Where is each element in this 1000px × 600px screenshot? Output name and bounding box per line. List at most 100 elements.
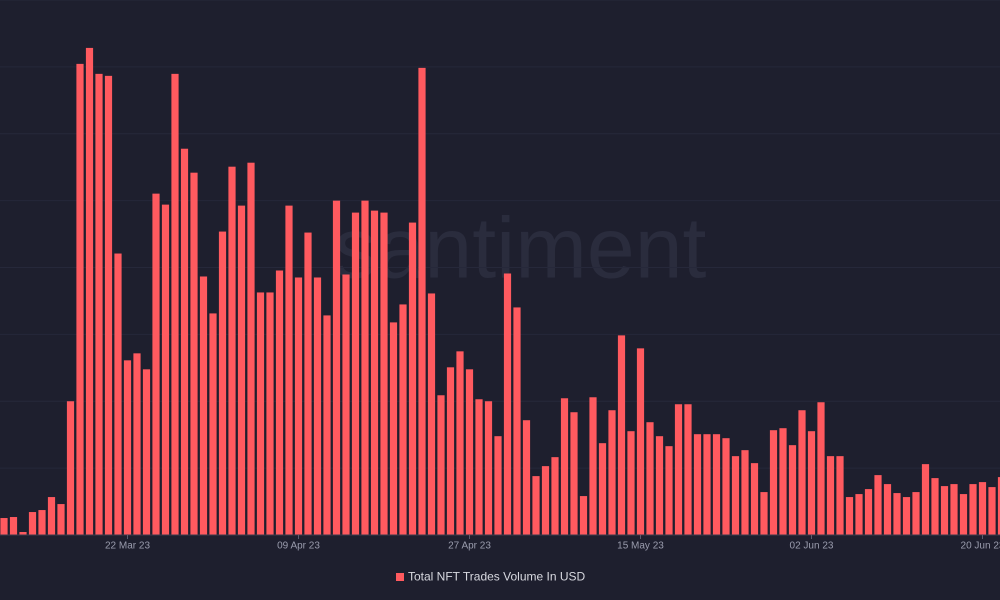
bar xyxy=(95,73,103,535)
bar xyxy=(494,436,502,535)
bar xyxy=(114,253,122,535)
x-tick-label: 20 Jun 23 xyxy=(961,541,1000,552)
watermark: santiment xyxy=(334,201,707,297)
bar xyxy=(693,434,702,535)
bar xyxy=(9,517,18,535)
bar xyxy=(76,63,84,536)
bar xyxy=(817,402,825,535)
bar xyxy=(864,489,873,535)
bar xyxy=(665,446,673,535)
bar xyxy=(807,431,816,535)
bar xyxy=(437,395,445,535)
bar xyxy=(532,476,540,535)
bar xyxy=(570,412,578,535)
bar xyxy=(912,492,920,535)
bar xyxy=(361,200,369,535)
x-tick-label: 02 Jun 23 xyxy=(790,541,834,552)
bar xyxy=(893,493,901,535)
bar xyxy=(855,494,863,535)
bar xyxy=(294,277,303,535)
bar xyxy=(247,162,255,535)
bar xyxy=(351,212,360,536)
bar xyxy=(19,532,27,535)
bar xyxy=(304,232,312,535)
bar xyxy=(484,401,493,535)
bar xyxy=(541,466,550,535)
bar xyxy=(427,293,436,535)
bar xyxy=(969,484,977,535)
bar xyxy=(123,360,132,535)
bar xyxy=(703,434,711,535)
bar xyxy=(399,304,407,535)
bar xyxy=(275,270,284,535)
bar xyxy=(332,200,341,535)
bar xyxy=(38,510,46,535)
bar xyxy=(883,484,892,535)
bar xyxy=(446,367,455,535)
bar xyxy=(836,456,844,535)
bar xyxy=(731,456,740,535)
bar xyxy=(465,369,474,535)
x-tick-label: 22 Mar 23 xyxy=(105,541,150,552)
legend-swatch xyxy=(396,573,404,581)
bar xyxy=(788,445,797,535)
bar xyxy=(655,436,664,535)
bar xyxy=(380,212,388,536)
bar xyxy=(57,504,65,535)
bar xyxy=(408,222,417,535)
bar xyxy=(931,478,939,535)
bar xyxy=(66,401,75,535)
bar xyxy=(218,231,227,535)
bar xyxy=(161,204,170,535)
bar xyxy=(902,497,911,535)
bar xyxy=(636,348,645,535)
x-tick-label: 15 May 23 xyxy=(617,541,664,552)
bar xyxy=(874,475,882,535)
bar xyxy=(389,322,398,535)
bar xyxy=(769,430,778,535)
bar xyxy=(503,273,512,535)
bar xyxy=(826,456,835,535)
bar xyxy=(313,277,322,535)
bar xyxy=(722,438,730,535)
bar xyxy=(47,497,56,535)
bar xyxy=(551,457,559,535)
bar xyxy=(28,512,37,535)
bar xyxy=(560,398,569,535)
bar xyxy=(760,492,768,535)
bar xyxy=(978,482,987,535)
bar xyxy=(323,315,331,535)
bar xyxy=(712,434,721,535)
bar xyxy=(750,463,759,535)
bar xyxy=(199,276,208,535)
bar xyxy=(228,166,236,536)
bar xyxy=(370,210,379,536)
bar xyxy=(674,404,683,535)
bar xyxy=(209,313,217,535)
bar xyxy=(190,172,198,535)
bar xyxy=(133,353,141,535)
bar xyxy=(152,193,160,535)
bar xyxy=(598,443,607,535)
bar xyxy=(285,205,293,536)
bar xyxy=(522,420,531,535)
bar xyxy=(171,73,179,535)
bar xyxy=(418,67,426,535)
legend-label: Total NFT Trades Volume In USD xyxy=(408,570,586,584)
bar xyxy=(779,428,787,535)
bar xyxy=(85,47,94,535)
bar xyxy=(921,464,930,535)
bar xyxy=(684,404,692,535)
bar xyxy=(579,496,588,535)
bar xyxy=(104,75,113,535)
bar xyxy=(456,351,464,535)
bar xyxy=(142,369,151,535)
x-tick-label: 09 Apr 23 xyxy=(277,541,320,552)
x-tick-label: 27 Apr 23 xyxy=(448,541,491,552)
bar xyxy=(988,487,996,535)
bar xyxy=(513,307,521,535)
bar xyxy=(959,494,968,535)
bar xyxy=(617,335,626,535)
bar xyxy=(266,292,274,535)
